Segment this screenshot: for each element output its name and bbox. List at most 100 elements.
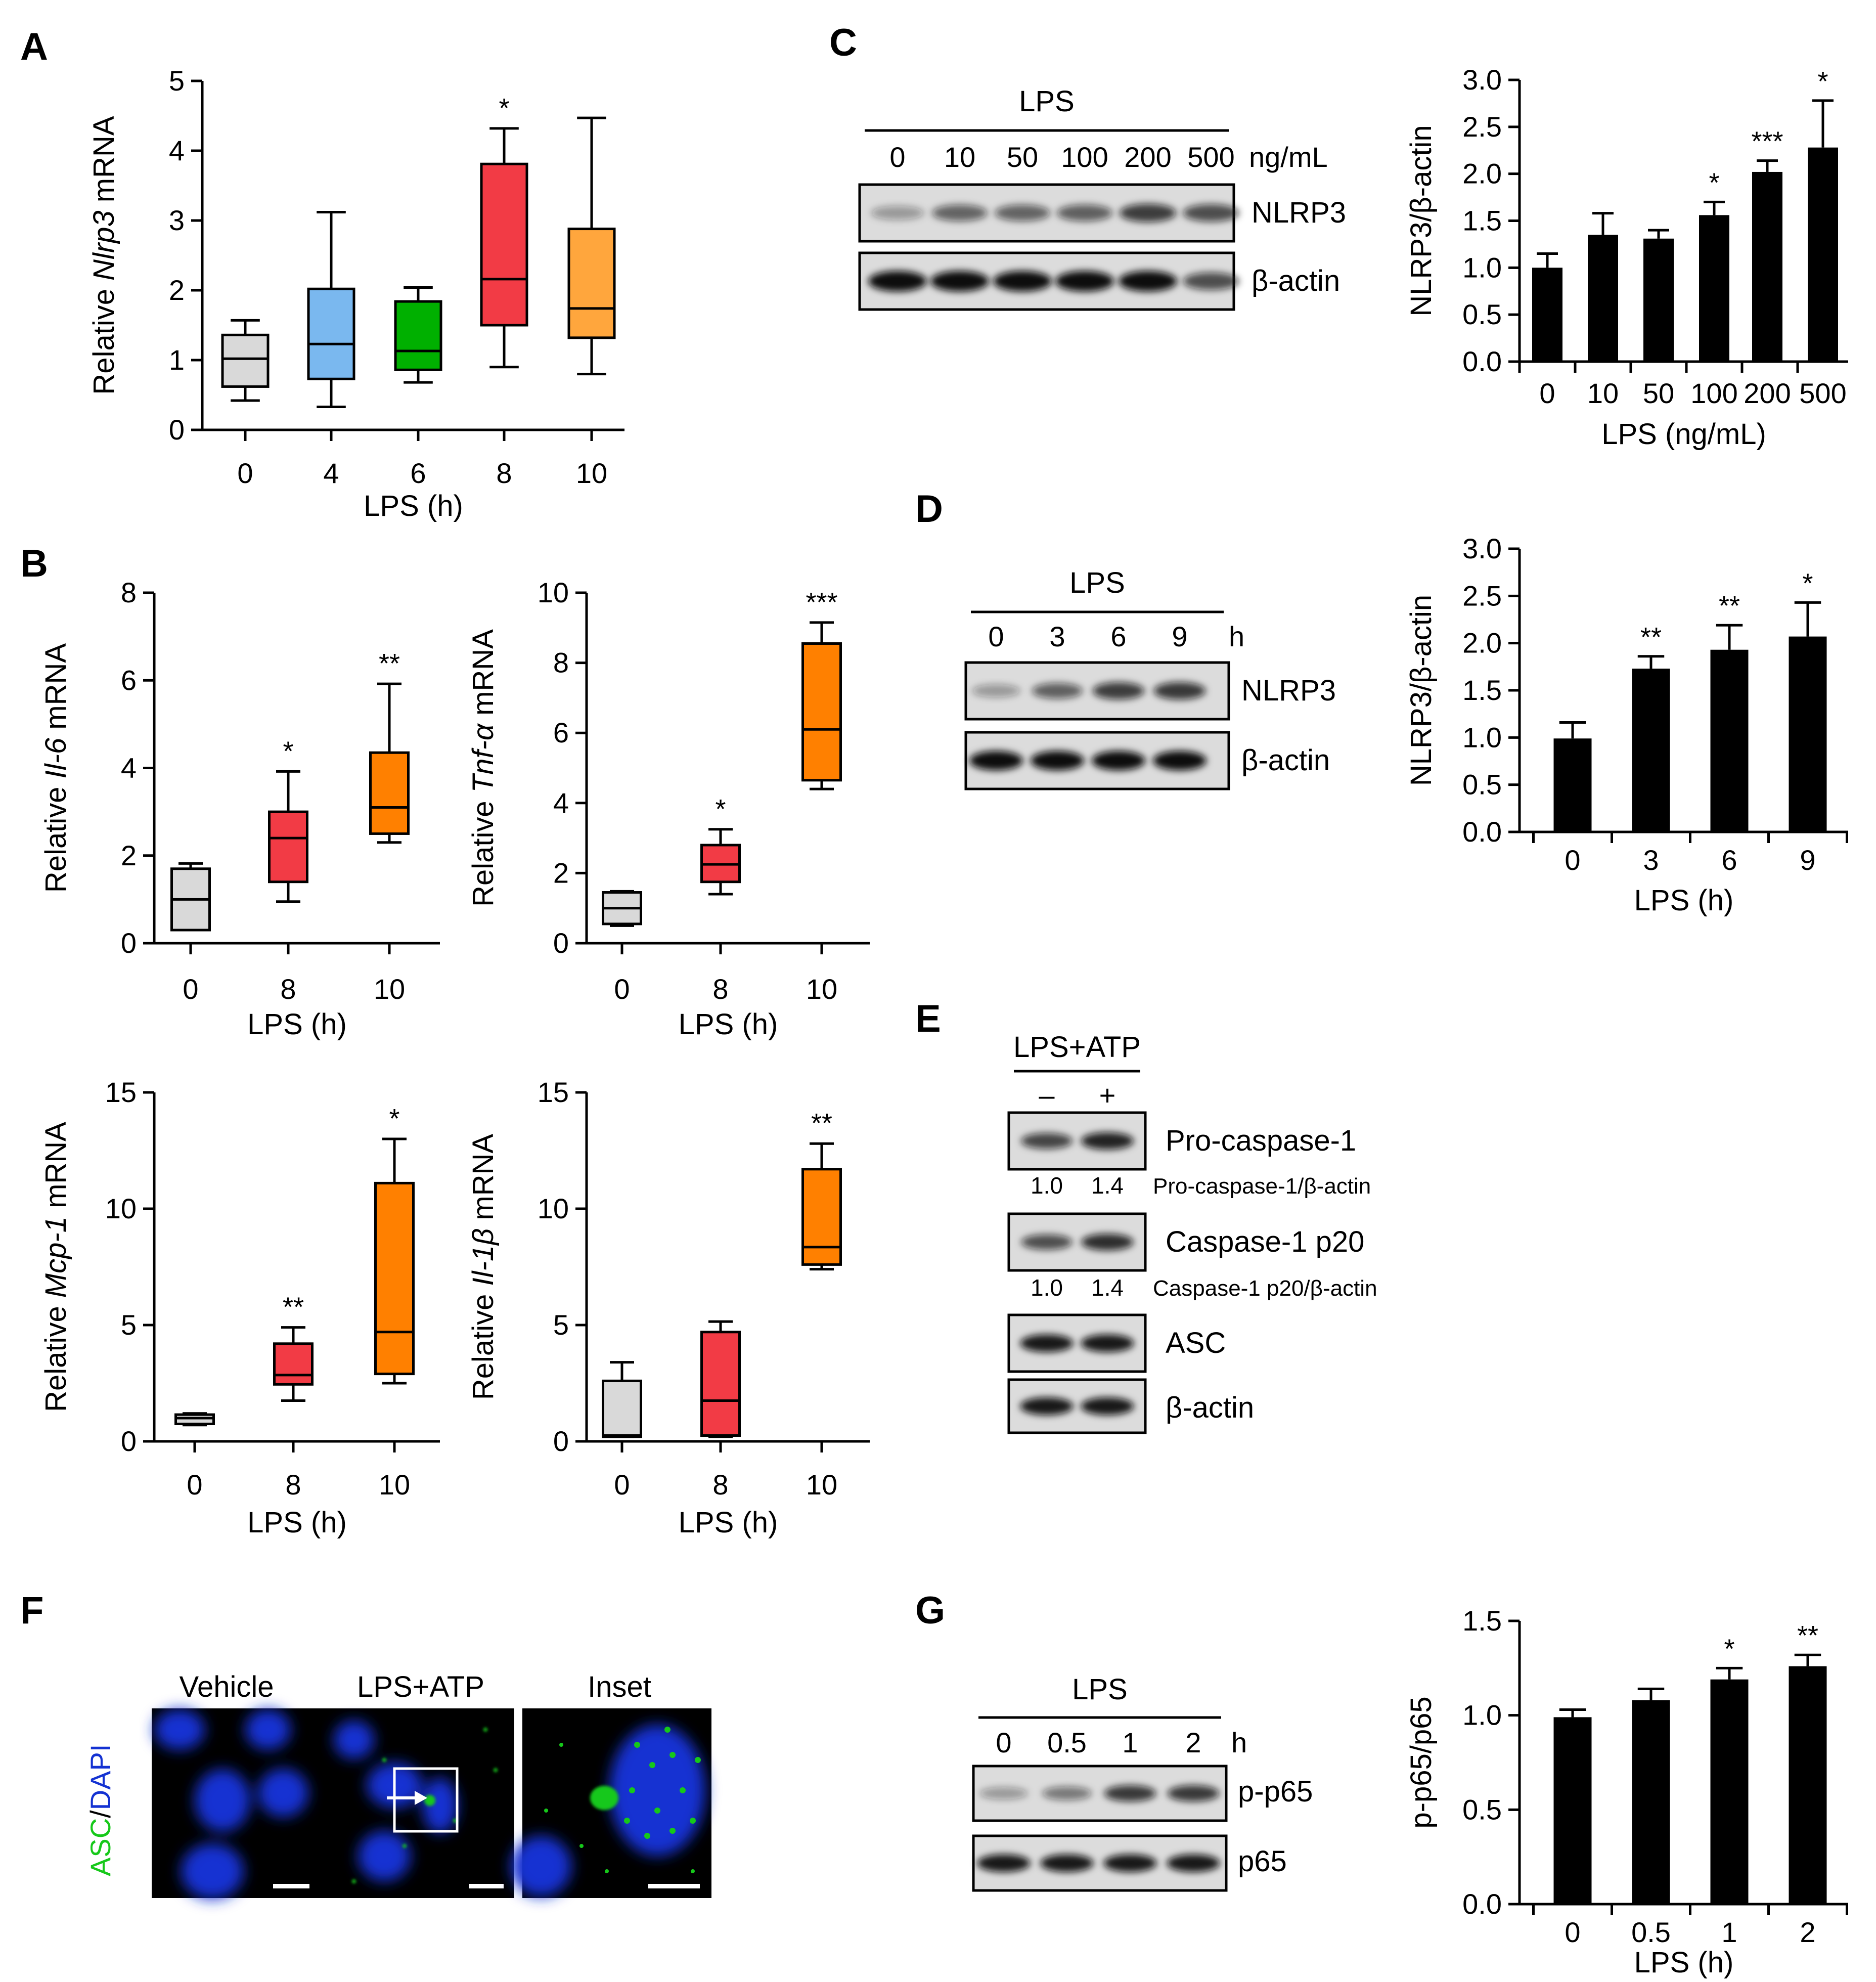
blot-band [1103,1854,1157,1872]
y-tick-label: 8 [553,647,569,679]
y-tick-label: 5 [121,1309,137,1341]
bar [1752,171,1782,362]
y-tick-label: 2.5 [1462,580,1502,611]
significance-marker: * [715,794,726,824]
y-tick-label: 15 [105,1076,137,1108]
y-axis-title-gene: Mcp-1 [39,1216,72,1298]
box-0 [602,890,642,927]
blot-e: LPS+ATP– +Pro-caspase-11.0 1.4 Pro-caspase-… [1007,1031,1377,1434]
arrow-head [415,1791,427,1805]
x-tick-label: 10 [576,457,607,489]
blot-ratio-value: 1.4 [1091,1172,1124,1199]
box-0 [174,1412,215,1427]
bar [1789,1666,1827,1904]
blot-band [871,206,924,220]
micro-image-lps-atp [326,1708,514,1898]
blot-band [1081,1234,1134,1251]
blot-row-label: NLRP3 [1252,196,1346,229]
scale-bar [648,1884,700,1888]
blot-band [1055,271,1114,292]
y-axis-title-suffix: mRNA [39,1122,72,1216]
stain-label-separator: / [84,1810,116,1818]
panel-letter-d: D [915,488,943,531]
blot-band [1081,1397,1134,1416]
blot-band [995,204,1050,222]
y-axis-title: NLRP3/β-actin [1405,595,1438,786]
y-axis-title: p-p65/p65 [1405,1696,1438,1828]
box-body [268,810,308,884]
bar [1808,147,1838,362]
y-tick-label: 5 [169,65,185,97]
bar [1632,1700,1670,1904]
micro-title-inset: Inset [588,1670,651,1703]
blot-row-p65: p65 [972,1834,1287,1892]
y-tick-label: 1.0 [1462,251,1502,283]
significance-marker: *** [806,587,837,618]
box-body [221,333,270,388]
box-8: * [700,794,741,896]
box-8: * [480,93,528,369]
lane-label: 2 [1185,1727,1201,1758]
x-tick-label: 0 [187,1469,202,1501]
significance-marker: ** [379,648,400,679]
lane-label: 50 [1007,141,1038,173]
blot-row-label: p-p65 [1238,1775,1313,1808]
y-tick-label: 0 [169,414,185,446]
y-tick-label: 6 [553,717,569,748]
bar [1553,738,1592,832]
blot-row-label: Caspase-1 p20 [1166,1225,1364,1258]
x-axis-title: LPS (h) [1634,884,1734,917]
blot-band [1104,1785,1156,1802]
y-axis-title-prefix: Relative [467,1286,500,1400]
x-tick-label: 10 [806,973,837,1005]
blot-band [868,271,927,292]
blot-band [1092,682,1145,700]
bar-10 [1588,212,1618,362]
bar [1588,235,1618,362]
significance-marker: ** [1719,591,1740,621]
box-body [394,300,442,371]
y-axis-title-gene: Il-6 [39,737,72,778]
significance-marker: ** [811,1108,832,1138]
stain-label-dapi: DAPI [84,1744,116,1811]
blot-band [972,684,1020,697]
box-8 [700,1320,741,1438]
panel-letter-c: C [829,21,857,64]
x-tick-label: 10 [806,1469,837,1501]
box-body [700,1331,741,1437]
x-tick-label: 50 [1643,377,1674,409]
bar-200: *** [1751,126,1783,362]
y-tick-label: 4 [121,752,137,784]
box-10 [567,116,616,376]
y-tick-label: 2.0 [1462,158,1502,190]
y-tick-label: 10 [538,1193,569,1224]
blot-band [1153,751,1207,771]
y-axis-title-suffix: mRNA [39,643,72,738]
y-tick-label: 0 [121,1425,137,1457]
x-tick-label: 4 [323,457,339,489]
y-tick-label: 2 [169,274,185,306]
box-body [801,642,842,782]
blot-band [1119,203,1177,223]
lane-label: 0 [988,621,1004,652]
scale-bar [273,1884,309,1888]
blot-d: LPS 0 3 6 9 h NLRP3 β-actin [964,566,1336,790]
blot-row-p-p65: p-p65 [972,1765,1313,1822]
x-axis-title: LPS (h) [247,1008,347,1041]
lane-label: 6 [1110,621,1126,652]
x-tick-label: 2 [1800,1916,1815,1948]
y-axis-title: Relative Il-6 mRNA [39,643,72,893]
panel-letter-g: G [915,1589,945,1632]
stain-label: ASC/DAPI [84,1744,116,1876]
y-tick-label: 4 [553,787,569,819]
bar-2: ** [1789,1620,1827,1904]
x-tick-label: 8 [712,973,728,1005]
blot-band [1021,1133,1073,1149]
bar-500: * [1808,66,1838,362]
lane-label: 0 [996,1727,1011,1758]
x-tick-label: 0 [1539,377,1555,409]
blot-row-label: NLRP3 [1241,674,1336,707]
